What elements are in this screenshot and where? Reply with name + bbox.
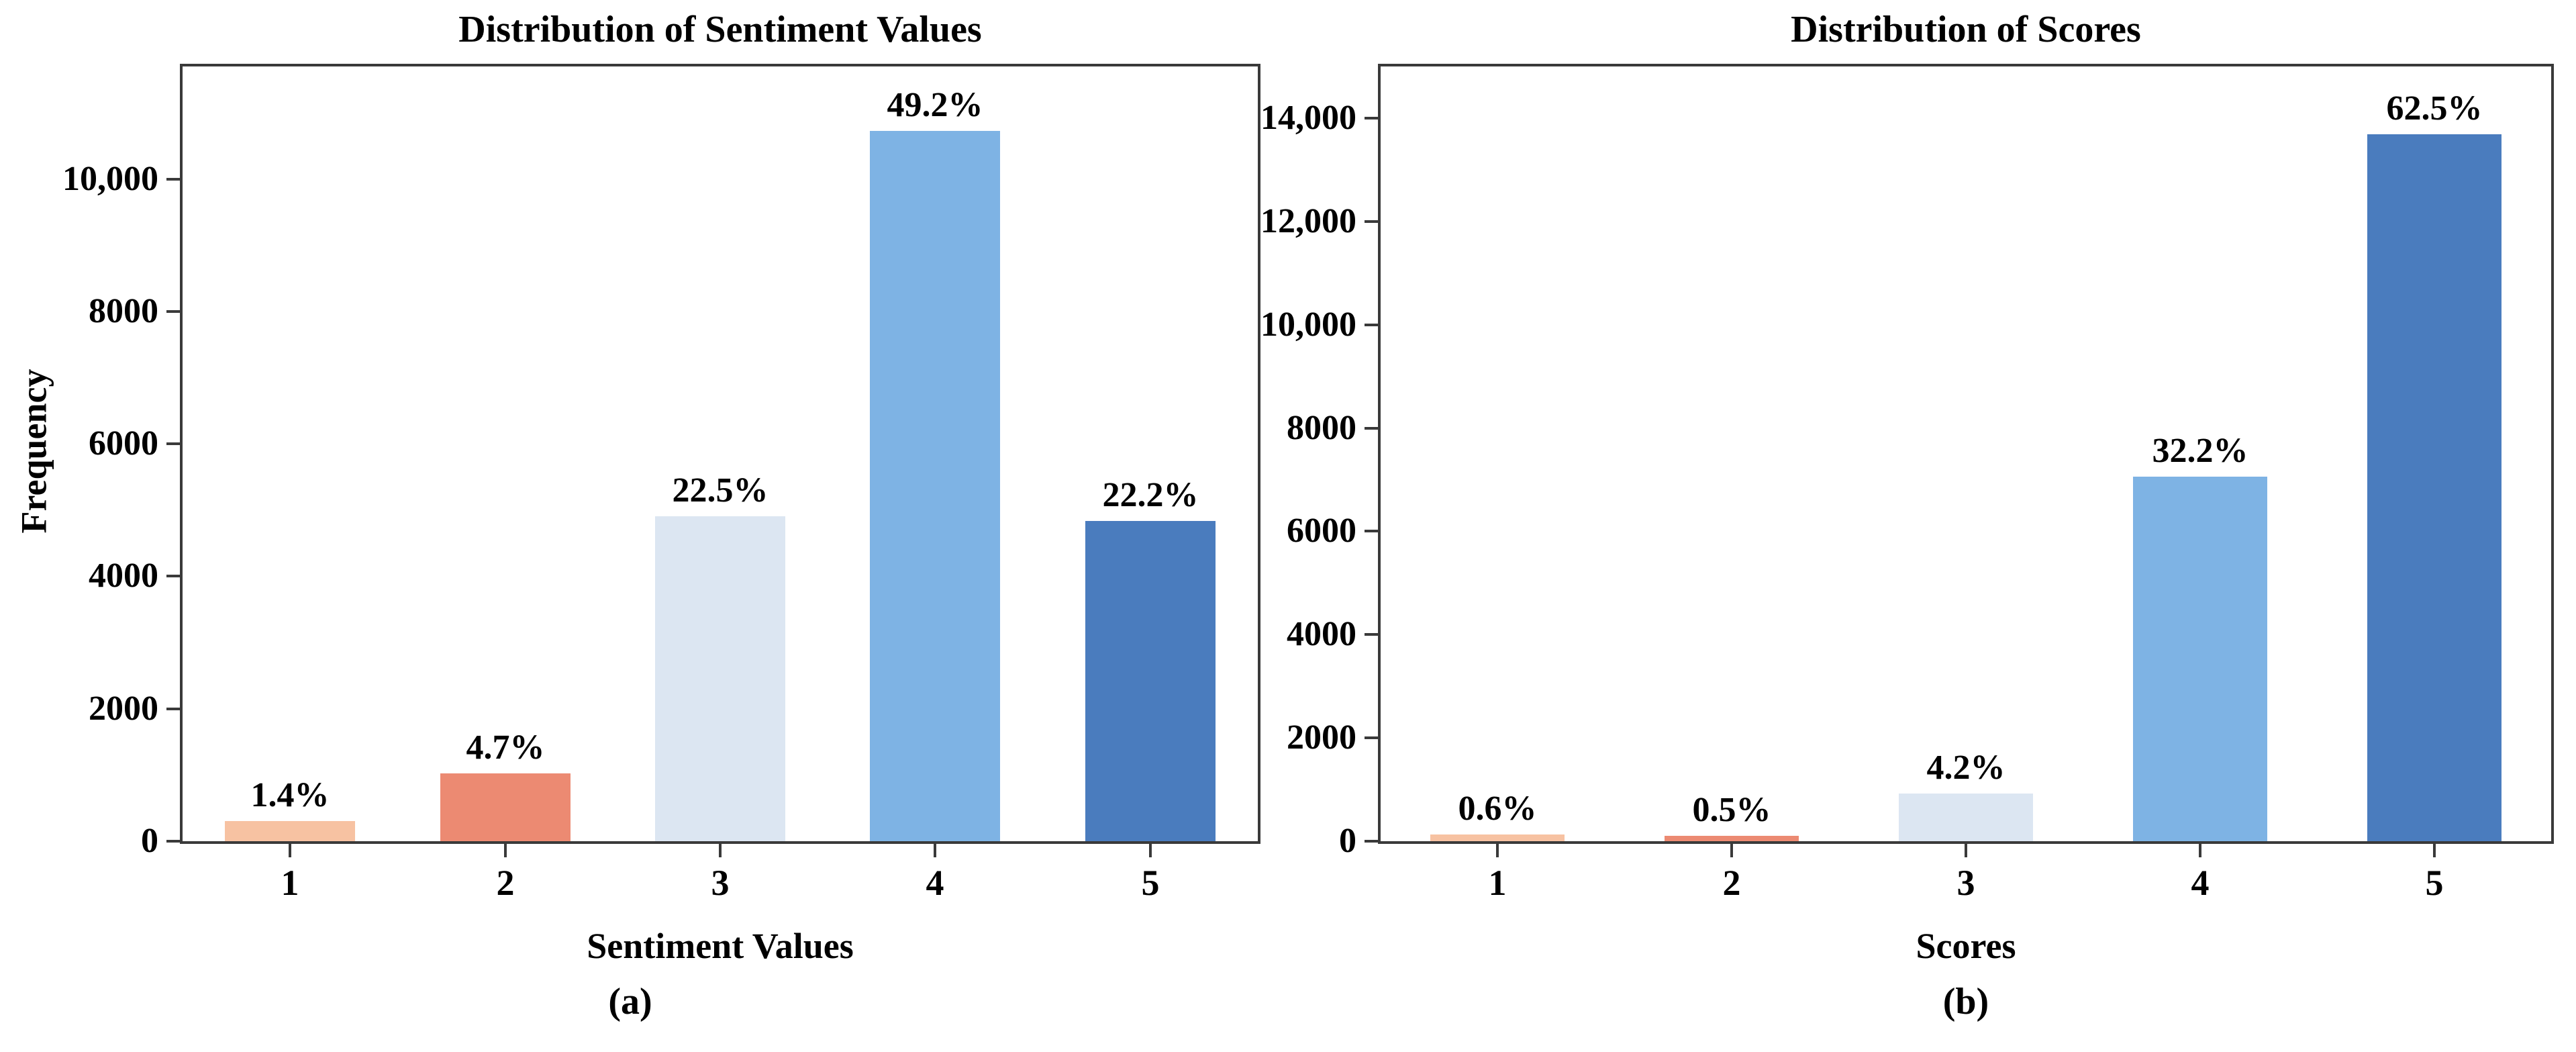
bar-value-label: 22.2% (1102, 476, 1199, 514)
y-tick-mark (166, 442, 180, 446)
bar-category-5 (1085, 521, 1216, 841)
bar-value-label: 22.5% (672, 471, 769, 510)
y-tick-mark (1365, 736, 1378, 740)
left-chart-title: Distribution of Sentiment Values (458, 9, 982, 50)
y-tick-label: 10,000 (1260, 305, 1356, 344)
bar-category-2 (1665, 836, 1799, 841)
left-chart-plot-area: 0 2000 4000 6000 8000 10,000 1.4% 1 4.7% 2 22.5% 3 4… (62, 64, 1260, 903)
y-tick-label: 0 (141, 822, 158, 860)
y-tick-mark (166, 840, 180, 843)
bar-value-label: 32.2% (2152, 432, 2248, 470)
x-tick-mark (934, 844, 936, 857)
x-tick-label: 1 (1488, 863, 1507, 903)
x-tick-label: 3 (1956, 863, 1975, 903)
y-tick-label: 2000 (89, 689, 158, 728)
bar-category-4 (870, 131, 1000, 841)
bar-value-label: 0.6% (1458, 790, 1537, 828)
bar-category-2 (440, 773, 571, 841)
y-tick-label: 10,000 (62, 159, 158, 198)
y-tick-label: 4000 (1287, 615, 1356, 654)
y-tick-label: 8000 (1287, 408, 1356, 447)
bar-category-3 (655, 516, 785, 841)
bar-value-label: 0.5% (1692, 791, 1771, 829)
x-tick-mark (289, 844, 291, 857)
y-tick-mark (1365, 530, 1378, 533)
y-tick-label: 8000 (89, 291, 158, 330)
x-tick-mark (2433, 844, 2436, 857)
bar-category-5 (2367, 134, 2501, 841)
x-tick-label: 5 (1141, 863, 1160, 903)
x-tick-label: 2 (496, 863, 515, 903)
x-tick-label: 4 (2191, 863, 2210, 903)
y-tick-label: 6000 (1287, 512, 1356, 551)
bar-category-3 (1899, 794, 2033, 841)
right-chart-plot-area: 0 2000 4000 6000 8000 10,000 12,000 14,000 0.6% 1… (1260, 64, 2554, 903)
x-tick-mark (719, 844, 722, 857)
y-tick-label: 6000 (89, 424, 158, 463)
y-tick-mark (166, 707, 180, 710)
y-tick-mark (166, 575, 180, 578)
x-tick-label: 3 (711, 863, 730, 903)
bar-value-label: 1.4% (250, 776, 330, 814)
y-tick-label: 2000 (1287, 718, 1356, 757)
y-tick-mark (1365, 220, 1378, 223)
bar-value-label: 4.7% (466, 728, 545, 767)
y-tick-mark (1365, 323, 1378, 326)
x-tick-label: 1 (281, 863, 299, 903)
y-tick-label: 14,000 (1260, 98, 1356, 137)
y-tick-mark (1365, 633, 1378, 636)
subfigure-caption-a: (a) (608, 981, 652, 1022)
right-chart-title: Distribution of Scores (1791, 9, 2141, 50)
x-tick-label: 2 (1722, 863, 1741, 903)
x-tick-mark (1149, 844, 1152, 857)
subfigure-caption-b: (b) (1942, 981, 1989, 1022)
y-tick-mark (1365, 426, 1378, 430)
bar-value-label: 49.2% (887, 86, 983, 124)
y-tick-mark (166, 177, 180, 181)
x-tick-mark (504, 844, 507, 857)
bar-category-4 (2133, 477, 2267, 841)
x-tick-mark (1496, 844, 1499, 857)
right-chart-x-axis-label: Scores (1916, 926, 2016, 966)
bar-category-1 (1430, 834, 1565, 841)
y-tick-mark (1365, 840, 1378, 843)
y-tick-mark (1365, 116, 1378, 119)
x-tick-mark (2199, 844, 2201, 857)
bar-value-label: 4.2% (1926, 749, 2005, 787)
left-chart-x-axis-label: Sentiment Values (587, 926, 854, 966)
x-tick-mark (1965, 844, 1967, 857)
y-tick-mark (166, 309, 180, 313)
y-tick-label: 12,000 (1260, 201, 1356, 240)
y-tick-label: 0 (1339, 822, 1356, 860)
x-tick-label: 5 (2425, 863, 2444, 903)
x-tick-mark (1730, 844, 1733, 857)
bar-value-label: 62.5% (2386, 89, 2483, 128)
y-tick-label: 4000 (89, 557, 158, 595)
bar-category-1 (225, 821, 355, 841)
x-tick-label: 4 (926, 863, 944, 903)
